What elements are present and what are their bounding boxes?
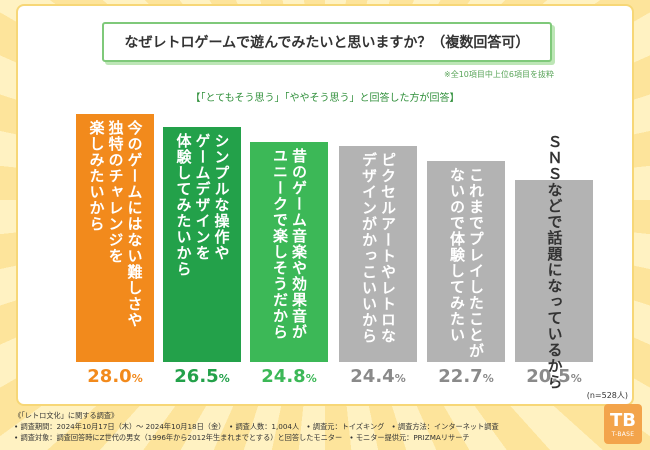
bar-5: これまでプレイしたことが ないので体験してみたい [427, 161, 505, 362]
bar-2: シンプルな操作や ゲームデザインを 体験してみたいから [163, 127, 241, 362]
bar-label-4: ピクセルアートやレトロな デザインがかっこいいから [360, 152, 397, 344]
bar-label-2: シンプルな操作や ゲームデザインを 体験してみたいから [174, 133, 231, 277]
value-label-3: 24.8% [250, 366, 328, 387]
value-label-5: 22.7% [427, 366, 505, 387]
bar-6: ＳＮＳなどで話題になっているから [515, 134, 593, 390]
logo-text: T-BASE [611, 430, 635, 438]
footer-line-3: • 調査対象：調査回答時にZ世代の男女（1996年から2012年生まれまでとする… [14, 433, 470, 442]
chart-title: なぜレトロゲームで遊んでみたいと思いますか？（複数回答可） [102, 22, 552, 62]
bar-label-1: 今のゲームにはない難しさや 独特のチャレンジを 楽しみたいから [87, 120, 144, 328]
value-label-6: 20.5% [515, 366, 593, 387]
value-unit-3: % [305, 372, 317, 385]
value-unit-1: % [131, 372, 143, 385]
survey-footer: 《「レトロ文化」に関する調査》 • 調査期間：2024年10月17日（木）～ 2… [14, 410, 499, 443]
value-number-3: 24.8 [261, 366, 306, 387]
value-label-1: 28.0% [76, 366, 154, 387]
footer-line-1: 《「レトロ文化」に関する調査》 [14, 411, 119, 420]
value-number-5: 22.7 [438, 366, 483, 387]
chart-note: ※全10項目中上位6項目を抜粋 [444, 70, 554, 79]
value-number-2: 26.5 [174, 366, 219, 387]
value-number-1: 28.0 [87, 366, 132, 387]
logo-mark: TB [610, 409, 636, 431]
bar-3: 昔のゲーム音楽や効果音が ユニークで楽しそうだから [250, 142, 328, 362]
bar-label-3: 昔のゲーム音楽や効果音が ユニークで楽しそうだから [271, 148, 308, 340]
value-unit-6: % [570, 372, 582, 385]
t-base-logo: TB T-BASE [604, 404, 642, 444]
bar-label-6: ＳＮＳなどで話題になっているから [545, 134, 564, 390]
value-label-4: 24.4% [339, 366, 417, 387]
bar-4: ピクセルアートやレトロな デザインがかっこいいから [339, 146, 417, 362]
value-number-6: 20.5 [526, 366, 571, 387]
value-number-4: 24.4 [350, 366, 395, 387]
sample-size-label: (n=528人) [586, 391, 628, 400]
bar-1: 今のゲームにはない難しさや 独特のチャレンジを 楽しみたいから [76, 114, 154, 362]
value-unit-5: % [482, 372, 494, 385]
bar-label-5: これまでプレイしたことが ないので体験してみたい [448, 167, 485, 359]
value-label-2: 26.5% [163, 366, 241, 387]
footer-line-2: • 調査期間：2024年10月17日（木）～ 2024年10月18日（金） • … [14, 422, 499, 431]
value-unit-2: % [218, 372, 230, 385]
chart-subtitle: 【「とてもそう思う」「ややそう思う」と回答した方が回答】 [190, 93, 460, 104]
value-unit-4: % [394, 372, 406, 385]
